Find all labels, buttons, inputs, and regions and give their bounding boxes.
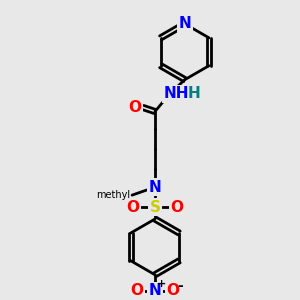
Text: O: O: [130, 283, 144, 298]
Text: O: O: [170, 200, 183, 214]
Text: S: S: [149, 200, 161, 214]
Text: O: O: [129, 100, 142, 115]
Text: O: O: [167, 283, 179, 298]
Text: N: N: [178, 16, 191, 32]
Text: O: O: [127, 200, 140, 214]
Text: N: N: [148, 180, 161, 195]
Text: N: N: [148, 283, 161, 298]
Text: NH: NH: [163, 86, 189, 101]
Text: -: -: [177, 279, 183, 293]
Text: methyl: methyl: [96, 190, 130, 200]
Text: H: H: [188, 86, 201, 101]
Text: +: +: [157, 279, 167, 289]
